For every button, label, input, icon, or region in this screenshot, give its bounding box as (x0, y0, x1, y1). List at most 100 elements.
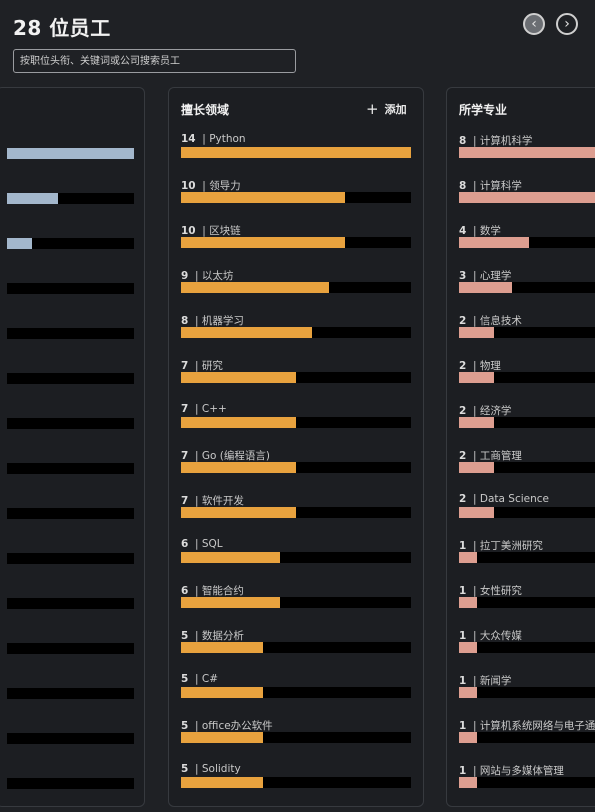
major-row[interactable]: 2 | 经济学 (459, 403, 595, 429)
major-row-label: 8 | 计算科学 (459, 180, 522, 192)
left-bar-track (7, 688, 134, 699)
major-bar-fill (459, 597, 477, 608)
skill-count: 5 (181, 720, 189, 732)
skill-bar-fill (181, 597, 280, 608)
skill-row[interactable]: 10 | 领导力 (181, 178, 411, 204)
major-row[interactable]: 1 | 计算机系统网络与电子通讯 (459, 718, 595, 744)
skill-label: office办公软件 (201, 720, 273, 732)
major-label: 经济学 (479, 405, 512, 417)
major-bar-fill (459, 507, 494, 518)
skill-label: Solidity (201, 763, 241, 775)
major-row[interactable]: 1 | 大众传媒 (459, 628, 595, 654)
major-bar-fill (459, 732, 477, 743)
skill-row-label: 5 | Solidity (181, 763, 241, 775)
skill-label: 智能合约 (201, 585, 244, 597)
plus-icon: + (366, 99, 379, 118)
skill-bar-track (181, 147, 411, 158)
major-row-label: 3 | 心理学 (459, 270, 512, 282)
major-row[interactable]: 2 | 物理 (459, 358, 595, 384)
skill-count: 7 (181, 403, 189, 415)
major-count: 2 (459, 493, 467, 505)
major-bar-track (459, 192, 595, 203)
skill-row[interactable]: 5 | Solidity (181, 763, 411, 789)
skill-bar-track (181, 237, 411, 248)
skill-bar-track (181, 462, 411, 473)
major-bar-fill (459, 687, 477, 698)
major-bar-track (459, 552, 595, 563)
major-row-label: 1 | 拉丁美洲研究 (459, 540, 543, 552)
skill-row[interactable]: 6 | SQL (181, 538, 411, 564)
search-input[interactable] (13, 49, 296, 73)
skill-row[interactable]: 5 | 数据分析 (181, 628, 411, 654)
skill-label: 机器学习 (201, 315, 244, 327)
major-bar-fill (459, 417, 494, 428)
skill-row[interactable]: 7 | 软件开发 (181, 493, 411, 519)
skill-row[interactable]: 14 | Python (181, 133, 411, 159)
major-row[interactable]: 1 | 拉丁美洲研究 (459, 538, 595, 564)
major-row-label: 1 | 女性研究 (459, 585, 522, 597)
major-count: 4 (459, 225, 467, 237)
major-row-label: 8 | 计算机科学 (459, 135, 533, 147)
major-row[interactable]: 2 | 工商管理 (459, 448, 595, 474)
major-label: 女性研究 (479, 585, 522, 597)
majors-title: 所学专业 (459, 103, 508, 117)
major-row[interactable]: 8 | 计算科学 (459, 178, 595, 204)
major-bar-track (459, 597, 595, 608)
skill-bar-fill (181, 507, 296, 518)
major-row-label: 2 | 信息技术 (459, 315, 522, 327)
skill-row[interactable]: 5 | C# (181, 673, 411, 699)
skill-row-label: 10 | 领导力 (181, 180, 241, 192)
major-row[interactable]: 8 | 计算机科学 (459, 133, 595, 159)
skill-bar-fill (181, 417, 296, 428)
skill-row[interactable]: 6 | 智能合约 (181, 583, 411, 609)
skill-row[interactable]: 7 | C++ (181, 403, 411, 429)
major-row[interactable]: 1 | 新闻学 (459, 673, 595, 699)
skill-bar-track (181, 597, 411, 608)
major-bar-track (459, 687, 595, 698)
skill-row-label: 6 | SQL (181, 538, 223, 550)
major-count: 1 (459, 720, 467, 732)
major-count: 8 (459, 180, 467, 192)
skill-row[interactable]: 7 | Go (编程语言) (181, 448, 411, 474)
major-row[interactable]: 2 | 信息技术 (459, 313, 595, 339)
major-row-label: 1 | 网站与多媒体管理 (459, 765, 564, 777)
left-bar-track (7, 508, 134, 519)
skill-count: 14 (181, 133, 196, 145)
chevron-right-icon[interactable]: › (556, 13, 578, 35)
skill-row[interactable]: 8 | 机器学习 (181, 313, 411, 339)
major-bar-fill (459, 192, 595, 203)
major-row[interactable]: 4 | 数学 (459, 223, 595, 249)
skill-bar-fill (181, 192, 346, 203)
skill-row[interactable]: 5 | office办公软件 (181, 718, 411, 744)
major-count: 2 (459, 315, 467, 327)
major-bar-track (459, 372, 595, 383)
left-bar-track (7, 238, 134, 249)
skill-row-label: 7 | C++ (181, 403, 227, 415)
majors-panel: 所学专业 8 | 计算机科学 8 | 计算科学 4 | 数学 3 | 心理学 2 | 信… (446, 87, 595, 807)
skill-row[interactable]: 9 | 以太坊 (181, 268, 411, 294)
skills-panel: 擅长领域 + 添加 14 | Python 10 | 领导力 10 | 区块链 9 |… (168, 87, 424, 807)
skill-row[interactable]: 10 | 区块链 (181, 223, 411, 249)
major-count: 3 (459, 270, 467, 282)
left-bar-fill (7, 238, 33, 249)
left-bar-track (7, 553, 134, 564)
major-bar-fill (459, 237, 529, 248)
skill-row-label: 10 | 区块链 (181, 225, 241, 237)
major-row[interactable]: 3 | 心理学 (459, 268, 595, 294)
skill-bar-fill (181, 687, 264, 698)
add-skill-button[interactable]: + 添加 (366, 101, 407, 117)
add-skill-label: 添加 (384, 103, 407, 116)
major-label: Data Science (479, 493, 549, 505)
left-bar-track (7, 328, 134, 339)
major-bar-fill (459, 147, 595, 158)
chevron-left-icon[interactable]: ‹ (523, 13, 545, 35)
major-row-label: 2 | 工商管理 (459, 450, 522, 462)
major-row[interactable]: 1 | 女性研究 (459, 583, 595, 609)
major-row[interactable]: 1 | 网站与多媒体管理 (459, 763, 595, 789)
skill-row[interactable]: 7 | 研究 (181, 358, 411, 384)
major-row[interactable]: 2 | Data Science (459, 493, 595, 519)
skill-bar-track (181, 687, 411, 698)
skill-label: Python (209, 133, 246, 145)
skill-bar-fill (181, 777, 264, 788)
major-bar-fill (459, 282, 512, 293)
